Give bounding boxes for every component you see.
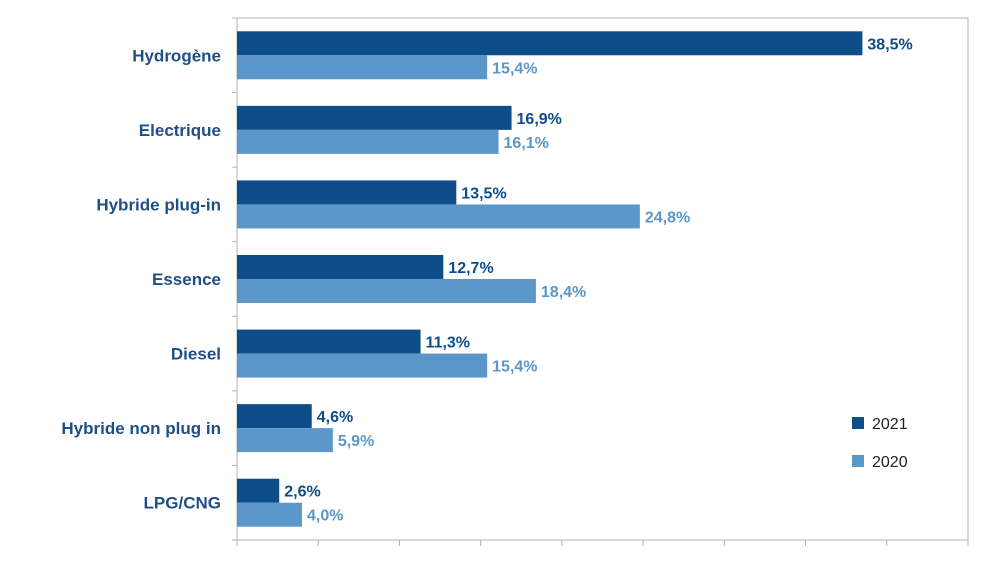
category-label: Hybride plug-in [96,195,221,214]
data-label-2020: 5,9% [338,433,374,450]
data-label-2020: 15,4% [492,359,537,376]
legend-label-2021: 2021 [872,416,908,433]
bar-2021 [237,180,457,205]
legend: 2021 2020 [852,416,908,471]
data-label-2021: 2,6% [284,484,320,501]
data-label-2021: 16,9% [517,111,562,128]
category-label: Essence [152,270,221,289]
data-label-2020: 18,4% [541,284,586,301]
bar-2020 [237,502,302,527]
data-label-2021: 11,3% [426,335,470,352]
bars-group [237,31,863,527]
bar-2020 [237,428,333,453]
bar-2020 [237,204,640,229]
data-label-2020: 16,1% [504,135,549,152]
legend-swatch-2021 [852,417,864,429]
category-label: LPG/CNG [144,494,221,513]
bar-2020 [237,55,488,80]
data-label-2021: 13,5% [461,185,506,202]
bar-2020 [237,129,499,154]
data-label-2021: 12,7% [448,260,493,277]
category-label: Hydrogène [132,46,221,65]
category-label: Diesel [171,345,221,364]
category-label: Hybride non plug in [61,419,221,438]
bar-2020 [237,279,536,303]
data-label-2021: 38,5% [867,36,912,53]
bar-2021 [237,105,512,130]
bar-2021 [237,404,312,429]
bar-2021 [237,255,444,279]
bar-2020 [237,353,488,378]
data-label-2020: 15,4% [492,60,537,77]
data-label-2020: 4,0% [307,508,343,525]
labels-group: Hydrogène 38,5% 15,4% Electrique 16,9% 16,1% H… [61,36,912,524]
bar-2021 [237,329,421,354]
legend-swatch-2020 [852,455,864,467]
data-label-2021: 4,6% [317,409,353,426]
legend-label-2020: 2020 [872,454,908,471]
data-label-2020: 24,8% [645,209,690,226]
bar-2021 [237,478,280,503]
category-label: Electrique [139,121,221,140]
bar-2021 [237,31,863,56]
